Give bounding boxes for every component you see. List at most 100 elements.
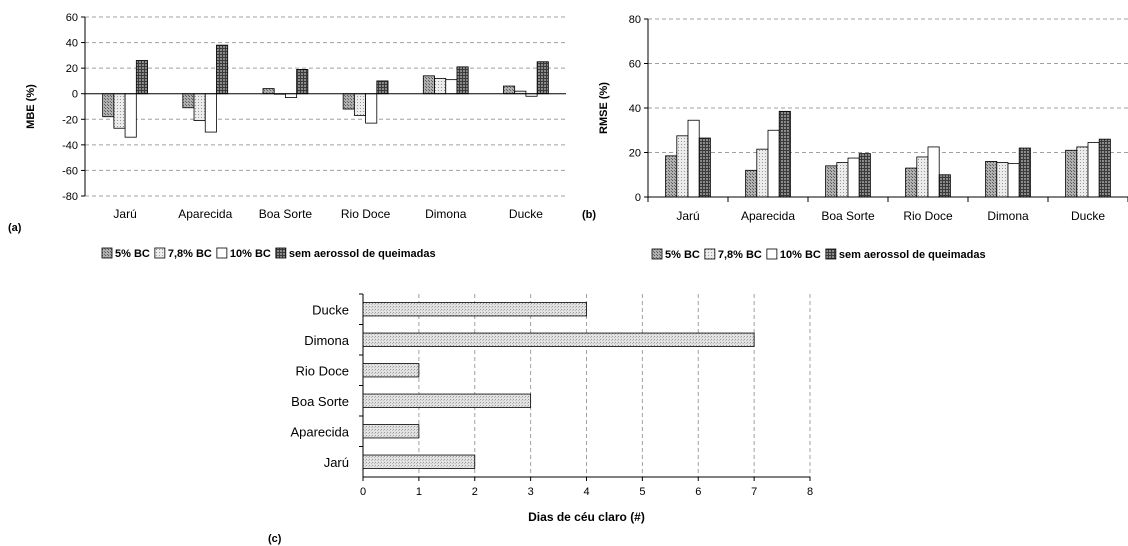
x-tick-label: 6 <box>695 486 701 498</box>
bar-10-bc-boa-sorte <box>285 93 298 98</box>
category-label: Rio Doce <box>296 363 349 378</box>
bar-5-bc-rio-doce <box>342 93 355 110</box>
panel-label-b: (b) <box>582 209 596 221</box>
bar-5-bc-aparecida <box>745 169 758 198</box>
legend-label: 10% BC <box>780 249 821 261</box>
category-label: Aparecida <box>741 209 795 223</box>
y-axis-title: RMSE (%) <box>598 82 610 134</box>
bar-ducke <box>362 302 587 317</box>
legend-swatch <box>651 248 663 260</box>
bar-7-8-bc-jar <box>676 135 689 198</box>
y-tick-label: 40 <box>629 103 641 115</box>
legend-swatch <box>154 247 166 259</box>
bar-sem-aerossol-de-queimadas-dimona <box>456 66 469 95</box>
x-tick-label: 3 <box>528 486 534 498</box>
bar-5-bc-dimona <box>422 75 435 95</box>
legend-label: 5% BC <box>665 249 700 261</box>
bar-5-bc-boa-sorte <box>262 88 275 95</box>
bar-sem-aerossol-de-queimadas-dimona <box>1018 147 1031 198</box>
y-tick-label: -60 <box>62 165 78 177</box>
chart-rmse: 80 60 40 20 0 RMSE (%) Jarú Aparecida Boa Sorte R… <box>598 14 1128 261</box>
x-axis-title: Dias de céu claro (#) <box>528 510 645 524</box>
bar-10-bc-jar <box>124 93 137 138</box>
bar-sem-aerossol-de-queimadas-boa-sorte <box>296 69 309 95</box>
x-tick-label: 2 <box>472 486 478 498</box>
bar-7-8-bc-ducke <box>1076 146 1089 198</box>
bar-5-bc-jar <box>102 93 115 118</box>
y-axis-title: MBE (%) <box>25 84 37 129</box>
bar-10-bc-rio-doce <box>365 93 378 124</box>
category-label: Jarú <box>676 209 699 223</box>
bar-10-bc-aparecida <box>767 129 780 198</box>
category-label: Boa Sorte <box>259 207 313 221</box>
bar-sem-aerossol-de-queimadas-jar <box>135 60 148 95</box>
y-tick-label: 20 <box>629 148 641 160</box>
bar-sem-aerossol-de-queimadas-ducke <box>1098 138 1111 198</box>
x-tick-label: 0 <box>360 486 366 498</box>
legend-label: 5% BC <box>115 248 150 260</box>
x-tick-label: 4 <box>583 486 589 498</box>
bar-5-bc-ducke <box>503 85 516 95</box>
bar-dimona <box>362 332 755 347</box>
x-tick-label: 8 <box>807 486 813 498</box>
y-tick-label: 60 <box>66 12 78 24</box>
bar-10-bc-rio-doce <box>927 146 940 198</box>
legend-swatch <box>766 248 778 260</box>
category-label: Rio Doce <box>341 207 391 221</box>
legend-label: 7,8% BC <box>718 249 762 261</box>
bar-10-bc-dimona <box>445 79 458 95</box>
bar-sem-aerossol-de-queimadas-ducke <box>536 61 549 95</box>
bar-7-8-bc-rio-doce <box>916 156 929 198</box>
bar-sem-aerossol-de-queimadas-rio-doce <box>376 80 389 95</box>
bar-5-bc-ducke <box>1065 149 1078 198</box>
bar-5-bc-jar <box>665 155 678 198</box>
y-tick-label: 0 <box>72 89 78 101</box>
bar-7-8-bc-aparecida <box>756 148 769 198</box>
chart-mbe: 60 40 20 0 -20 -40 -60 -80 MBE (%) Jarú Aparecida B… <box>25 12 566 260</box>
bar-aparecida <box>362 424 420 439</box>
category-label: Ducke <box>1071 209 1105 223</box>
category-label: Ducke <box>312 302 349 317</box>
bar-7-8-bc-rio-doce <box>353 93 366 116</box>
bar-rio-doce <box>362 363 420 378</box>
legend-swatch <box>825 248 837 260</box>
bar-7-8-bc-boa-sorte <box>836 162 849 198</box>
y-tick-label: 40 <box>66 38 78 50</box>
x-tick-label: 7 <box>751 486 757 498</box>
bar-sem-aerossol-de-queimadas-boa-sorte <box>858 153 871 198</box>
legend-label: 7,8% BC <box>168 248 212 260</box>
y-tick-label: -20 <box>62 114 78 126</box>
category-label: Ducke <box>509 207 543 221</box>
bar-10-bc-jar <box>687 119 700 198</box>
bar-boa-sorte <box>362 393 532 408</box>
bar-7-8-bc-dimona <box>434 77 447 95</box>
y-tick-label: 60 <box>629 59 641 71</box>
legend-swatch <box>216 247 228 259</box>
panel-label-a: (a) <box>8 222 22 234</box>
category-label: Dimona <box>304 333 350 348</box>
bar-5-bc-dimona <box>985 160 998 198</box>
y-tick-label: 80 <box>629 14 641 26</box>
category-label: Boa Sorte <box>291 394 349 409</box>
bar-10-bc-dimona <box>1007 163 1020 198</box>
category-label: Dimona <box>425 207 467 221</box>
bar-10-bc-ducke <box>1087 142 1100 198</box>
bar-jar <box>362 454 476 469</box>
category-label: Dimona <box>987 209 1029 223</box>
legend-swatch <box>101 247 113 259</box>
bar-10-bc-aparecida <box>204 93 217 133</box>
legend-label: 10% BC <box>230 248 271 260</box>
chart-clear-days: 0 1 2 3 4 5 6 7 8 Ducke Dimona Rio Doce Boa Sorte Apa… <box>290 293 813 524</box>
bar-7-8-bc-jar <box>113 93 126 129</box>
legend-label: sem aerossol de queimadas <box>839 249 986 261</box>
panel-label-c: (c) <box>268 533 282 545</box>
bar-5-bc-boa-sorte <box>825 165 838 198</box>
bar-sem-aerossol-de-queimadas-aparecida <box>216 44 229 95</box>
y-tick-label: 20 <box>66 63 78 75</box>
bar-5-bc-rio-doce <box>905 167 918 198</box>
legend-swatch <box>704 248 716 260</box>
category-label: Aparecida <box>290 424 349 439</box>
category-label: Aparecida <box>178 207 232 221</box>
legend-swatch <box>275 247 287 259</box>
